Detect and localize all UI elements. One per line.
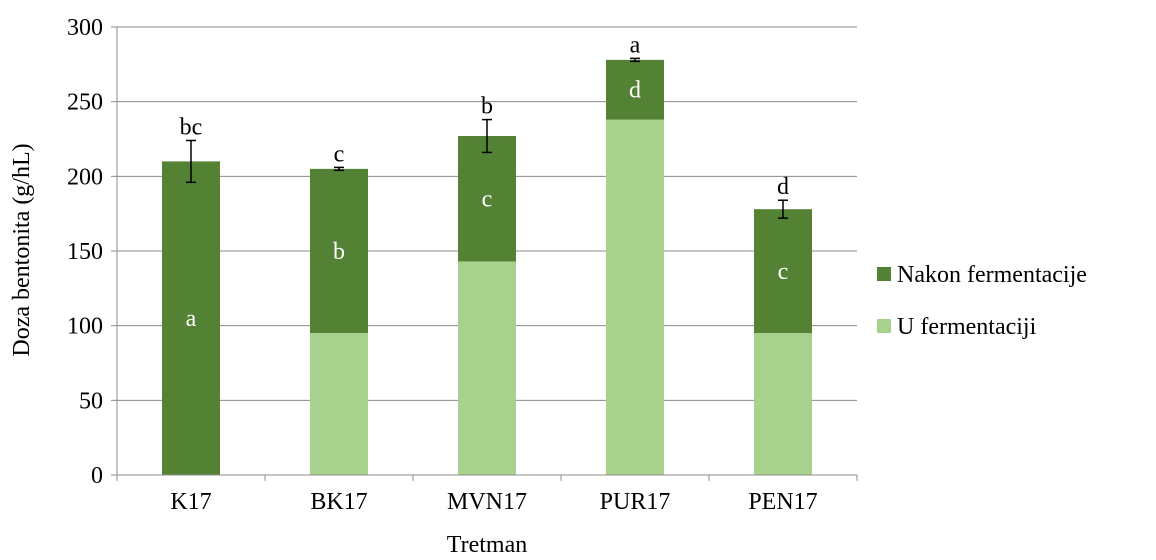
- x-tick-label: PEN17: [748, 489, 817, 515]
- bar-u-fermentaciji: [754, 333, 812, 475]
- bar-letter-label: c: [778, 259, 789, 285]
- y-tick-label: 150: [67, 239, 103, 265]
- axes: 0 50 100 150 200 250 300 K17 BK17 MVN17 PUR17 PEN17: [67, 15, 858, 515]
- x-tick-label: PUR17: [600, 489, 671, 515]
- legend-label: Nakon fermentacije: [897, 262, 1087, 288]
- significance-label: d: [777, 174, 789, 200]
- error-bars: [186, 57, 788, 219]
- bar-nakon-fermentacije: [458, 136, 516, 262]
- bar-nakon-fermentacije: [310, 168, 368, 334]
- legend-label: U fermentaciji: [897, 314, 1037, 340]
- bars: [162, 59, 812, 475]
- legend-swatch: [877, 319, 891, 333]
- y-tick-label: 0: [91, 463, 103, 489]
- legend: Nakon fermentacije U fermentaciji: [877, 262, 1087, 340]
- significance-label: b: [481, 94, 493, 120]
- y-tick-label: 250: [67, 90, 103, 116]
- significance-label: c: [334, 141, 345, 167]
- y-tick-label: 50: [79, 388, 103, 414]
- x-tick-label: K17: [170, 489, 211, 515]
- x-tick-label: BK17: [310, 489, 367, 515]
- bar-letter-label: c: [482, 187, 493, 213]
- bar-letter-label: b: [333, 239, 345, 265]
- bar-letter-label: a: [186, 306, 197, 332]
- y-axis-title: Doza bentonita (g/hL): [9, 143, 35, 356]
- bar-nakon-fermentacije: [162, 161, 220, 475]
- bar-nakon-fermentacije: [606, 59, 664, 120]
- legend-swatch: [877, 267, 891, 281]
- bar-nakon-fermentacije: [754, 209, 812, 334]
- x-tick-label: MVN17: [447, 489, 527, 515]
- y-tick-label: 300: [67, 15, 103, 41]
- bar-u-fermentaciji: [606, 119, 664, 475]
- significance-label: bc: [180, 114, 203, 140]
- x-axis-title: Tretman: [447, 532, 527, 558]
- bar-u-fermentaciji: [458, 261, 516, 475]
- bar-letter-label: d: [629, 78, 641, 104]
- y-tick-label: 200: [67, 164, 103, 190]
- bar-u-fermentaciji: [310, 333, 368, 475]
- y-tick-label: 100: [67, 314, 103, 340]
- significance-label: a: [630, 32, 641, 58]
